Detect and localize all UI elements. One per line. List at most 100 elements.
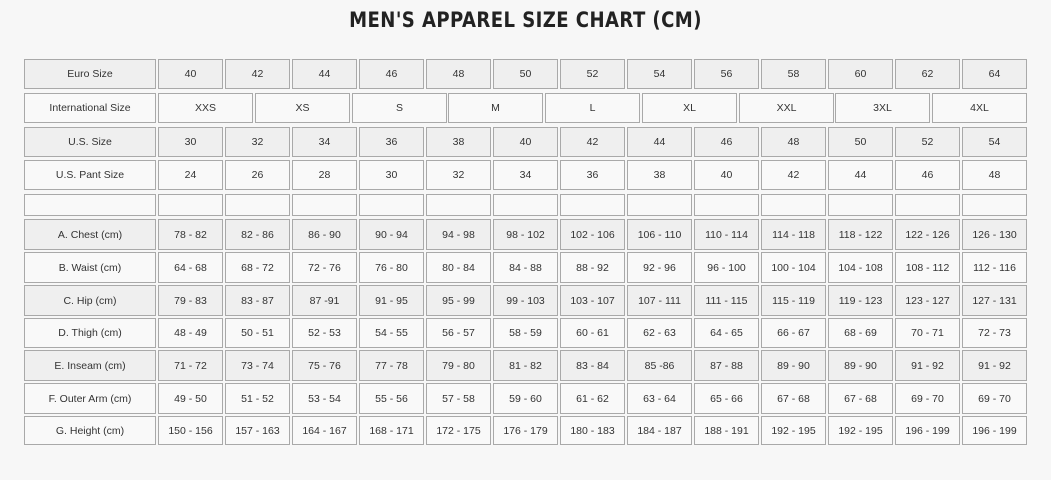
table-cell: 127 - 131 [962,285,1027,316]
table-cell: 44 [627,127,692,157]
table-cell: 84 - 88 [493,252,558,283]
table-cell: 28 [292,160,357,190]
table-cell [895,194,960,216]
table-cell: 53 - 54 [292,383,357,414]
table-cell: 72 - 73 [962,318,1027,348]
table-cell [761,194,826,216]
table-cell: 49 - 50 [158,383,223,414]
table-cell [828,194,893,216]
table-cell: 115 - 119 [761,285,826,316]
table-cell [292,194,357,216]
table-cell: 180 - 183 [560,416,625,445]
table-cell: 68 - 72 [225,252,290,283]
table-cell: 106 - 110 [627,219,692,250]
table-cell: 172 - 175 [426,416,491,445]
row-label: A. Chest (cm) [24,219,156,250]
table-cell [627,194,692,216]
table-cell [493,194,558,216]
table-cell: 98 - 102 [493,219,558,250]
table-cell: 94 - 98 [426,219,491,250]
table-cell: 76 - 80 [359,252,424,283]
table-cell: 86 - 90 [292,219,357,250]
table-cell: 48 - 49 [158,318,223,348]
table-cell: 61 - 62 [560,383,625,414]
table-cell: 40 [158,59,223,89]
table-cell: 75 - 76 [292,350,357,381]
table-cell: 56 - 57 [426,318,491,348]
table-cell [158,194,223,216]
table-cell: 103 - 107 [560,285,625,316]
table-cell: 52 [560,59,625,89]
table-cell [359,194,424,216]
row-label: C. Hip (cm) [24,285,156,316]
table-cell: 69 - 70 [962,383,1027,414]
table-cell: 44 [292,59,357,89]
table-cell: 57 - 58 [426,383,491,414]
table-cell: 99 - 103 [493,285,558,316]
table-cell: 58 - 59 [493,318,558,348]
row-label: D. Thigh (cm) [24,318,156,348]
table-cell: 150 - 156 [158,416,223,445]
table-cell: 36 [560,160,625,190]
table-cell: 100 - 104 [761,252,826,283]
table-cell: 72 - 76 [292,252,357,283]
table-cell: 96 - 100 [694,252,759,283]
row-label: G. Height (cm) [24,416,156,445]
table-cell: 38 [426,127,491,157]
table-cell: 184 - 187 [627,416,692,445]
table-cell [962,194,1027,216]
table-cell: 36 [359,127,424,157]
table-cell: 62 - 63 [627,318,692,348]
table-cell: 104 - 108 [828,252,893,283]
table-cell: 83 - 87 [225,285,290,316]
table-cell: 52 [895,127,960,157]
table-cell: 48 [426,59,491,89]
table-cell: 32 [225,127,290,157]
table-cell: 60 [828,59,893,89]
table-cell: 196 - 199 [895,416,960,445]
table-cell: 110 - 114 [694,219,759,250]
table-cell: XL [642,93,737,123]
table-cell: 92 - 96 [627,252,692,283]
table-cell: 59 - 60 [493,383,558,414]
table-cell: 79 - 83 [158,285,223,316]
row-label: U.S. Pant Size [24,160,156,190]
table-cell: 192 - 195 [828,416,893,445]
table-cell: 64 [962,59,1027,89]
table-cell: 164 - 167 [292,416,357,445]
table-cell: 54 [627,59,692,89]
table-cell: 102 - 106 [560,219,625,250]
table-cell: 40 [493,127,558,157]
table-cell: 42 [225,59,290,89]
table-cell: 26 [225,160,290,190]
table-cell: XS [255,93,350,123]
table-cell: 89 - 90 [761,350,826,381]
table-cell: 108 - 112 [895,252,960,283]
table-cell: XXL [739,93,834,123]
row-label [24,194,156,216]
row-label: Euro Size [24,59,156,89]
table-cell: 83 - 84 [560,350,625,381]
table-cell: 81 - 82 [493,350,558,381]
table-cell: M [448,93,543,123]
page-title: MEN'S APPAREL SIZE CHART (CM) [349,8,702,32]
table-cell: 168 - 171 [359,416,424,445]
row-label: E. Inseam (cm) [24,350,156,381]
table-cell: XXS [158,93,253,123]
table-cell: 62 [895,59,960,89]
table-cell: 88 - 92 [560,252,625,283]
table-cell: 32 [426,160,491,190]
table-cell: 46 [895,160,960,190]
table-cell: 42 [560,127,625,157]
table-cell: 176 - 179 [493,416,558,445]
table-cell: 123 - 127 [895,285,960,316]
table-cell: 55 - 56 [359,383,424,414]
table-cell: 119 - 123 [828,285,893,316]
table-cell: 54 [962,127,1027,157]
table-cell: 56 [694,59,759,89]
table-cell: 48 [761,127,826,157]
table-cell: 42 [761,160,826,190]
table-cell: 46 [694,127,759,157]
table-cell: 67 - 68 [828,383,893,414]
table-cell: 90 - 94 [359,219,424,250]
